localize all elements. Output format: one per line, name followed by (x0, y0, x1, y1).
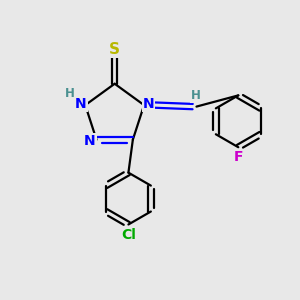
Text: N: N (143, 97, 154, 111)
Text: H: H (65, 87, 75, 101)
Text: S: S (109, 41, 120, 56)
Text: F: F (233, 150, 243, 164)
Text: N: N (84, 134, 96, 148)
Text: N: N (75, 97, 87, 111)
Text: Cl: Cl (121, 228, 136, 242)
Text: H: H (191, 89, 200, 102)
